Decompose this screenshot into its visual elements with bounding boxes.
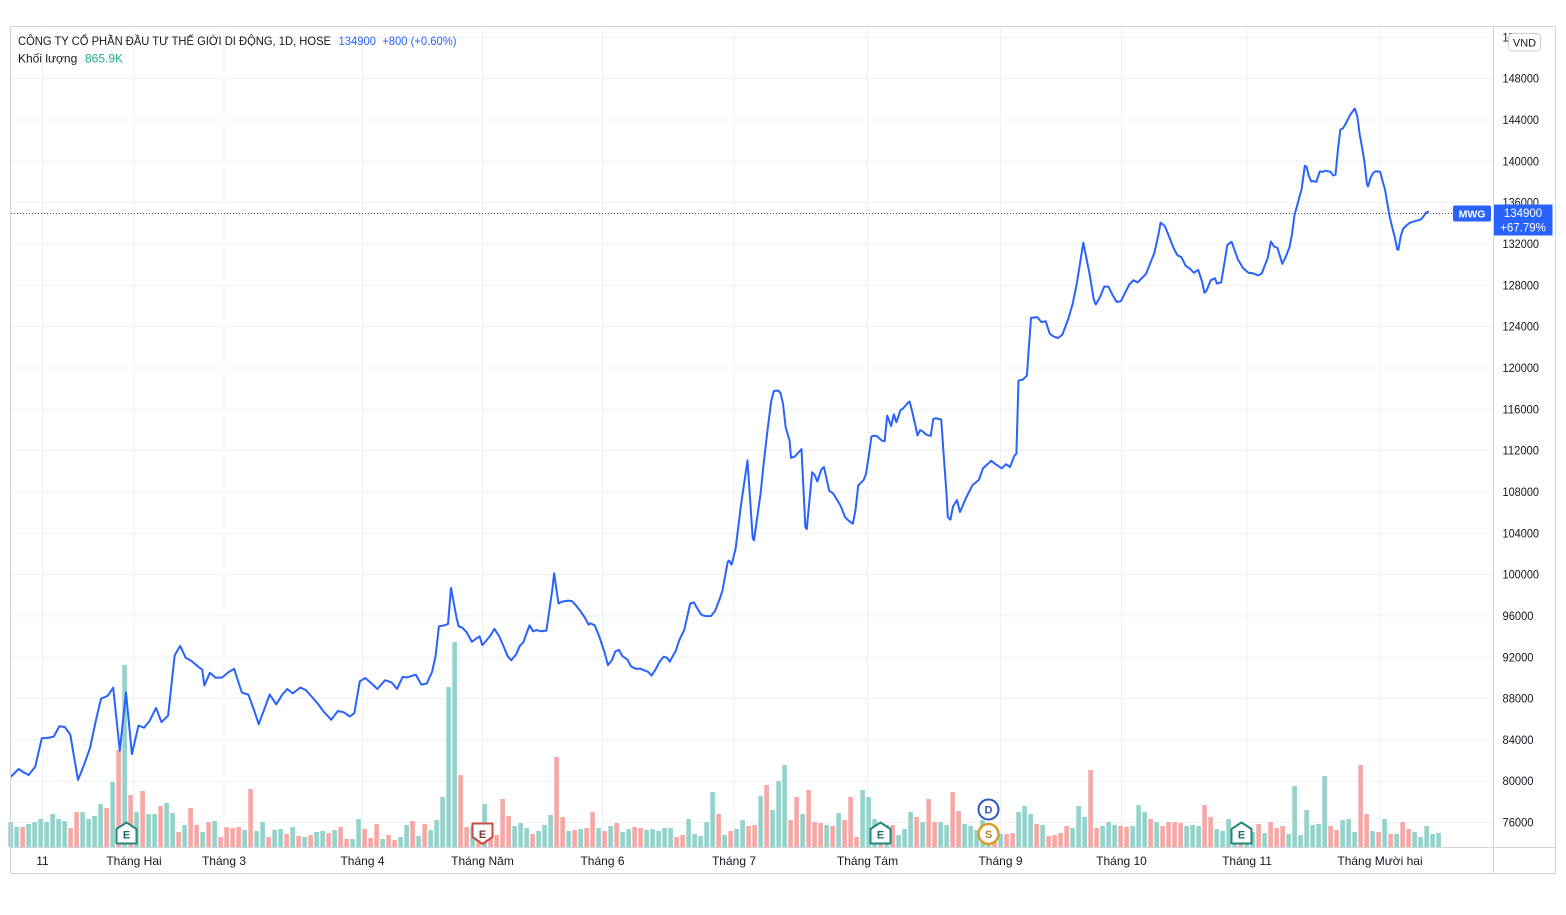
svg-text:144000: 144000 [1503, 115, 1540, 127]
svg-text:80000: 80000 [1503, 776, 1534, 788]
svg-text:Tháng Hai: Tháng Hai [106, 854, 161, 868]
svg-text:Tháng 9: Tháng 9 [978, 854, 1022, 868]
svg-text:108000: 108000 [1503, 487, 1540, 499]
svg-text:Tháng 7: Tháng 7 [712, 854, 756, 868]
svg-text:Tháng Năm: Tháng Năm [451, 854, 514, 868]
svg-text:76000: 76000 [1503, 818, 1534, 830]
svg-text:Tháng Mười hai: Tháng Mười hai [1337, 854, 1422, 868]
svg-text:Tháng 11: Tháng 11 [1222, 854, 1272, 868]
svg-text:104000: 104000 [1503, 528, 1540, 540]
svg-text:Tháng 3: Tháng 3 [202, 854, 246, 868]
svg-text:+67.79%: +67.79% [1500, 223, 1546, 235]
svg-text:124000: 124000 [1503, 322, 1540, 334]
svg-text:140000: 140000 [1503, 156, 1540, 168]
svg-text:E: E [123, 830, 130, 842]
svg-text:84000: 84000 [1503, 735, 1534, 747]
svg-text:96000: 96000 [1503, 611, 1534, 623]
svg-text:CÔNG TY CỔ PHẦN ĐẦU TƯ THẾ GIỚ: CÔNG TY CỔ PHẦN ĐẦU TƯ THẾ GIỚI DI ĐỘNG,… [18, 33, 331, 48]
svg-text:Tháng 4: Tháng 4 [340, 854, 384, 868]
svg-text:S: S [985, 829, 992, 841]
svg-text:92000: 92000 [1503, 652, 1534, 664]
svg-text:116000: 116000 [1503, 404, 1540, 416]
svg-text:11: 11 [36, 854, 49, 868]
svg-text:112000: 112000 [1503, 446, 1540, 458]
svg-text:865.9K: 865.9K [85, 52, 123, 66]
svg-text:E: E [479, 829, 486, 841]
svg-text:E: E [1238, 830, 1245, 842]
svg-text:134900 +800 (+0.60%): 134900 +800 (+0.60%) [339, 34, 457, 48]
svg-text:Tháng 6: Tháng 6 [580, 854, 624, 868]
svg-text:134900: 134900 [1504, 208, 1542, 220]
svg-text:Tháng Tám: Tháng Tám [837, 854, 898, 868]
svg-text:148000: 148000 [1503, 74, 1540, 86]
svg-text:88000: 88000 [1503, 694, 1534, 706]
svg-text:Tháng 10: Tháng 10 [1096, 854, 1147, 868]
svg-text:120000: 120000 [1503, 363, 1540, 375]
svg-text:VND: VND [1513, 38, 1536, 50]
svg-text:E: E [877, 830, 884, 842]
svg-text:100000: 100000 [1503, 570, 1540, 582]
svg-text:Khối lượng: Khối lượng [18, 52, 77, 66]
svg-text:132000: 132000 [1503, 239, 1540, 251]
svg-text:MWG: MWG [1459, 209, 1486, 221]
svg-text:D: D [985, 805, 993, 817]
svg-text:128000: 128000 [1503, 280, 1540, 292]
